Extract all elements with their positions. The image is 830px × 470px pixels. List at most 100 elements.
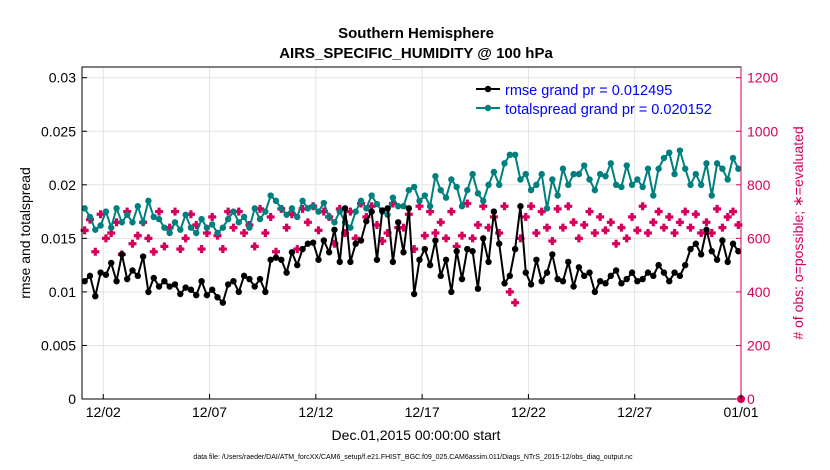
spread-point [209,221,216,228]
y-tick-label: 0.025 [41,123,76,139]
obs-point [181,234,190,243]
obs-point [420,231,429,240]
obs-point [192,220,201,229]
spread-point [549,176,556,183]
obs-point [128,239,137,248]
obs-point [659,223,668,232]
spread-point [251,205,258,212]
rmse-point [171,281,179,288]
rmse-point [586,269,593,276]
rmse-point [389,258,397,266]
spread-point [676,147,684,154]
spread-point [214,229,221,237]
obs-point [362,212,371,221]
rmse-point [240,272,248,280]
spread-point [400,203,407,210]
rmse-point [283,269,290,276]
spread-point [602,173,609,180]
y-tick-label: 0.02 [49,177,76,193]
obs-point [558,223,567,232]
spread-point [299,197,306,205]
spread-point [618,183,625,191]
rmse-point [719,237,726,244]
y-right-tick-label: 600 [747,230,771,246]
obs-point [500,202,509,211]
spread-point [708,192,715,199]
spread-point [320,199,328,207]
spread-point [336,208,343,215]
rmse-point [612,267,620,274]
obs-point [622,234,631,243]
obs-point [537,207,546,216]
rmse-point [565,258,572,266]
rmse-point [639,275,646,283]
spread-point [612,181,620,189]
rmse-point [628,269,636,276]
obs-point [123,207,132,216]
obs-point [442,234,451,243]
obs-point [457,231,466,240]
rmse-point [400,249,407,256]
rmse-point [341,205,349,212]
obs-point [107,229,116,237]
spread-point [325,213,333,221]
spread-point [634,176,641,183]
spread-point [182,211,189,218]
obs-point [410,245,419,254]
obs-point [484,223,493,232]
obs-point [330,239,339,248]
obs-point [399,223,408,232]
rmse-point [139,253,147,260]
spread-point [102,208,110,215]
rmse-point [262,288,269,296]
spread-point [681,165,689,172]
obs-point [160,242,169,251]
rmse-point [187,286,195,293]
rmse-point [347,258,354,266]
rmse-point [177,290,184,298]
rmse-point [681,261,689,269]
obs-point [96,210,105,219]
spread-point [666,149,673,156]
obs-point [564,202,573,211]
obs-point [415,202,424,211]
obs-point [319,207,328,216]
obs-point [298,204,307,213]
rmse-point [108,259,115,267]
obs-point [473,220,482,229]
spread-point [395,203,402,210]
spread-point [193,229,200,237]
footnote: data file: /Users/raeder/DAI/ATM_forcXX/… [193,454,633,461]
rmse-point [86,272,94,280]
rmse-point [527,281,535,288]
obs-point [144,234,153,243]
rmse-point [501,280,508,287]
spread-point [596,170,604,178]
spread-point [719,165,726,172]
spread-point [283,211,290,218]
obs-point [250,242,259,251]
obs-point [133,231,142,240]
y-tick-label: 0.015 [41,230,76,246]
obs-point [548,237,557,246]
rmse-point [235,288,242,296]
obs-point [165,223,174,232]
obs-point [713,204,722,213]
spread-point [442,194,450,201]
rmse-point [554,275,561,283]
rmse-point [336,258,343,266]
rmse-point [102,271,110,278]
obs-point [431,229,440,237]
obs-point [388,199,397,208]
obs-point [574,234,583,243]
rmse-point [676,272,684,280]
rmse-point [538,277,545,285]
rmse-point [304,240,312,247]
rmse-point [363,218,370,225]
obs-point [643,229,652,237]
spread-point [421,192,428,199]
spread-point [134,203,142,210]
spread-point [92,226,99,233]
spread-point [315,208,322,215]
rmse-point [426,261,434,269]
